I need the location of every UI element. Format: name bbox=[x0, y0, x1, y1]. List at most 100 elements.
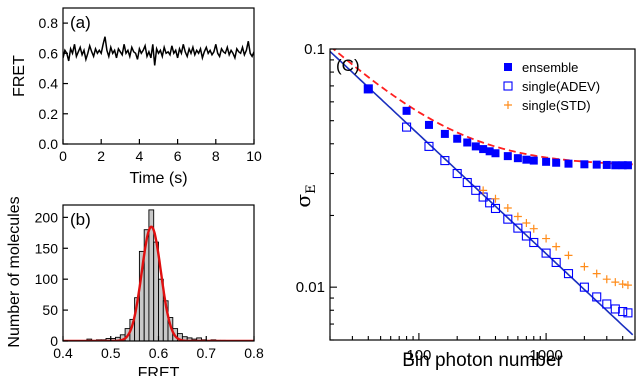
ensemble-point bbox=[503, 152, 512, 161]
x-tick-label: 0.8 bbox=[244, 345, 264, 361]
single-adev-point bbox=[610, 304, 620, 314]
panel-c-legend: ensemble single(ADEV) single(STD) bbox=[503, 60, 600, 113]
y-tick-label: 0.01 bbox=[296, 279, 325, 296]
x-tick-label: 0.5 bbox=[101, 345, 121, 361]
ensemble-point bbox=[513, 154, 522, 163]
single-adev-point bbox=[485, 198, 495, 208]
ensemble-point bbox=[453, 134, 462, 143]
x-tick-label: 100 bbox=[406, 347, 431, 364]
single-adev-point bbox=[462, 177, 472, 188]
x-tick-label: 0 bbox=[59, 148, 67, 164]
panel-c-x-ticks: 100 1000 bbox=[329, 333, 636, 364]
panel-c-plot-area bbox=[330, 49, 634, 336]
legend-marker bbox=[504, 101, 512, 109]
y-tick-label: 150 bbox=[35, 240, 59, 256]
single-std-point bbox=[623, 281, 632, 290]
single-std-point bbox=[564, 251, 573, 260]
single-std-point bbox=[602, 275, 611, 284]
single-std-point bbox=[479, 186, 488, 195]
legend-marker bbox=[504, 63, 512, 71]
y-tick-label: 0.0 bbox=[39, 136, 59, 152]
y-tick-label: 100 bbox=[35, 271, 59, 287]
single-adev-point bbox=[503, 214, 513, 224]
legend-label: single(STD) bbox=[522, 98, 591, 113]
single-adev-point bbox=[490, 203, 501, 214]
single-adev-point bbox=[623, 308, 633, 318]
x-tick-label: 0.4 bbox=[53, 345, 73, 361]
panel-c-frame bbox=[329, 48, 636, 341]
panel-b-x-ticks: 0.4 0.5 0.6 0.7 0.8 bbox=[53, 336, 264, 361]
sigma-symbol: σ bbox=[291, 194, 315, 208]
ensemble-point bbox=[592, 160, 601, 169]
panel-b-y-ticks: 0 50 100 150 200 bbox=[35, 209, 68, 349]
panel-a-x-label: Time (s) bbox=[129, 170, 187, 187]
gaussian-fit-line bbox=[63, 225, 254, 341]
single-adev-point bbox=[521, 231, 531, 241]
x-tick-label: 0.7 bbox=[197, 345, 217, 361]
y-tick-label: 0.6 bbox=[39, 45, 59, 61]
ensemble-point bbox=[471, 142, 480, 151]
single-adev-point bbox=[541, 248, 551, 258]
single-std-point bbox=[491, 194, 500, 203]
ensemble-point bbox=[491, 149, 500, 158]
single-adev-point bbox=[452, 168, 462, 179]
panel-a-y-label: FRET bbox=[11, 55, 28, 97]
panel-b-fret-histogram: 0.4 0.5 0.6 0.7 0.8 0 50 100 150 200 (b) FRET Nu… bbox=[6, 196, 264, 376]
ensemble-point bbox=[602, 160, 611, 169]
y-tick-label: 0.2 bbox=[39, 106, 59, 122]
ensemble-point bbox=[424, 120, 433, 129]
ensemble-point bbox=[402, 106, 411, 115]
legend-label: single(ADEV) bbox=[522, 79, 600, 94]
x-tick-label: 6 bbox=[174, 148, 182, 164]
single-std-point bbox=[580, 262, 589, 271]
x-tick-label: 10 bbox=[246, 148, 262, 164]
x-tick-label: 4 bbox=[136, 148, 144, 164]
panel-a-y-ticks: 0.0 0.2 0.4 0.6 0.8 bbox=[39, 15, 68, 152]
ensemble-point bbox=[611, 161, 620, 170]
panel-c-x-label: Bin photon number bbox=[402, 350, 563, 371]
panel-b-x-label: FRET bbox=[138, 365, 180, 376]
single-adev-point bbox=[592, 292, 602, 302]
panel-c-label: (C) bbox=[336, 56, 360, 75]
single-std-point bbox=[522, 218, 531, 227]
single-adev-point bbox=[513, 223, 523, 233]
panel-a-plot-area bbox=[63, 36, 254, 66]
panel-b-y-label: Number of molecules bbox=[6, 196, 23, 347]
panel-a-label: (a) bbox=[70, 13, 91, 32]
ensemble-fit-dashed-line bbox=[332, 49, 633, 166]
single-adev-point bbox=[551, 257, 561, 267]
panel-b-plot-area bbox=[63, 209, 254, 341]
panel-a-fret-trace: 0 2 4 6 8 10 0.0 0.2 0.4 0.6 0.8 (a) Time (s) FRE… bbox=[11, 7, 262, 187]
y-tick-label: 50 bbox=[42, 302, 58, 318]
panel-a-x-ticks: 0 2 4 6 8 10 bbox=[59, 139, 262, 164]
ensemble-point bbox=[440, 129, 449, 138]
ensemble-point bbox=[364, 84, 373, 93]
single-adev-point bbox=[529, 237, 539, 248]
single-adev-point bbox=[563, 269, 574, 279]
ensemble-point bbox=[552, 158, 561, 167]
ensemble-point bbox=[618, 161, 627, 170]
ensemble-point bbox=[529, 156, 538, 165]
panel-c-y-ticks: 0.01 0.1 bbox=[296, 41, 337, 341]
single-std-point bbox=[618, 280, 627, 289]
single-adev-point bbox=[618, 306, 628, 317]
ensemble-point bbox=[479, 145, 488, 154]
single-adev-point bbox=[402, 122, 412, 132]
legend-marker bbox=[503, 81, 513, 91]
sigma-subscript: E bbox=[304, 184, 319, 194]
panel-b-label: (b) bbox=[70, 210, 91, 229]
single-adev-point bbox=[440, 156, 450, 166]
single-std-point bbox=[552, 242, 561, 251]
y-tick-label: 0 bbox=[50, 333, 58, 349]
x-tick-label: 2 bbox=[97, 148, 105, 164]
ensemble-point bbox=[542, 157, 551, 166]
ensemble-point bbox=[580, 160, 589, 169]
single-std-point bbox=[529, 224, 538, 233]
single-adev-point bbox=[602, 299, 612, 309]
ensemble-point bbox=[463, 138, 472, 147]
single-std-point bbox=[503, 203, 512, 212]
single-std-point bbox=[542, 234, 551, 243]
y-tick-label: 0.4 bbox=[39, 76, 59, 92]
panel-c-sigma-vs-photons: 100 1000 0.01 0.1 (C) Bin photon number σE… bbox=[291, 41, 636, 371]
